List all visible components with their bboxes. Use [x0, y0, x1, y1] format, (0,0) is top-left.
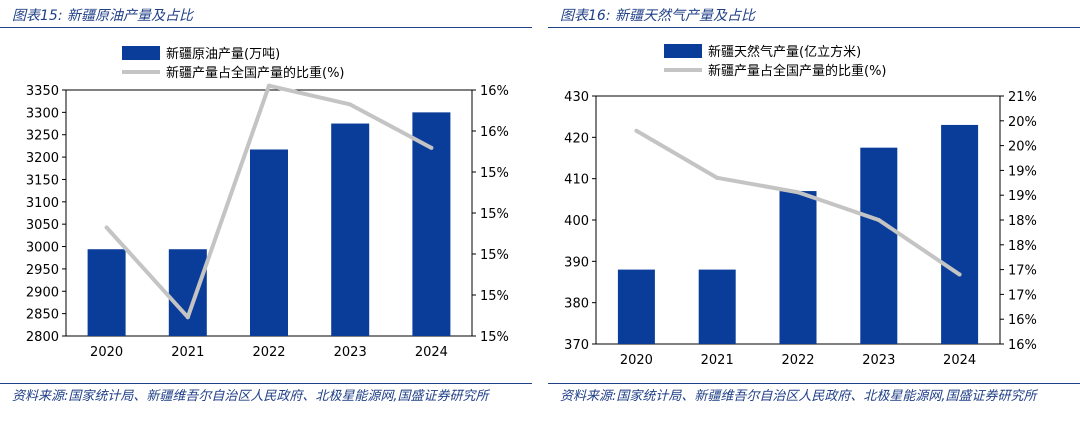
bar-2021 [168, 249, 207, 336]
y-tick-label: 430 [564, 90, 589, 105]
y2-tick-label: 16% [1008, 338, 1037, 353]
y-tick-label: 390 [564, 255, 589, 270]
y-tick-label: 3150 [26, 173, 59, 188]
y-tick-label: 3350 [26, 84, 59, 99]
bar-2023 [860, 147, 898, 344]
y-tick-label: 3000 [26, 241, 59, 256]
bar-2020 [617, 269, 655, 344]
y-tick-label: 410 [564, 173, 589, 188]
y-tick-label: 2800 [26, 330, 59, 345]
source-divider [548, 383, 1080, 384]
legend-label-bar: 新疆天然气产量(亿立方米) [708, 44, 861, 60]
legend-label-line: 新疆产量占全国产量的比重(%) [166, 65, 345, 81]
bar-2022 [779, 191, 817, 344]
y-tick-label: 370 [564, 338, 589, 353]
chart-title: 图表15: 新疆原油产量及占比 [12, 8, 193, 24]
y2-tick-label: 16% [1008, 313, 1037, 328]
y2-tick-label: 21% [1008, 90, 1037, 105]
x-tick-label: 2022 [781, 353, 814, 368]
y-tick-label: 3050 [26, 218, 59, 233]
oil-production-chart: 2800 2850 2900 2950 3000 3050 3100 3150 3200 3250… [26, 46, 509, 360]
y2-tick-label: 18% [1008, 239, 1037, 254]
y-tick-label: 400 [564, 214, 589, 229]
chart-title: 图表16: 新疆天然气产量及占比 [560, 8, 755, 24]
y-tick-label: 2950 [26, 263, 59, 278]
legend-label-bar: 新疆原油产量(万吨) [166, 46, 280, 62]
title-divider [0, 27, 532, 28]
y2-tick-label: 15% [480, 207, 509, 222]
y2-tick-label: 19% [1008, 189, 1037, 204]
legend-label-line: 新疆产量占全国产量的比重(%) [708, 63, 887, 79]
x-tick-label: 2021 [701, 353, 734, 368]
legend-swatch-bar [122, 46, 160, 60]
share-point-2021 [715, 175, 720, 180]
share-point-2020 [104, 225, 109, 230]
bar-2023 [331, 123, 370, 336]
y2-tick-label: 17% [1008, 288, 1037, 303]
x-tick-label: 2022 [252, 345, 285, 360]
share-point-2023 [876, 218, 881, 222]
x-tick-label: 2020 [90, 345, 123, 360]
x-tick-label: 2024 [943, 353, 976, 368]
share-point-2023 [348, 102, 353, 107]
y2-tick-label: 18% [1008, 214, 1037, 229]
x-tick-label: 2021 [171, 345, 204, 360]
source-note: 资料来源:国家统计局、新疆维吾尔自治区人民政府、北极星能源网,国盛证券研究所 [560, 389, 1037, 404]
share-point-2022 [267, 83, 271, 88]
source-note: 资料来源:国家统计局、新疆维吾尔自治区人民政府、北极星能源网,国盛证券研究所 [12, 389, 489, 404]
y2-tick-label: 20% [1008, 115, 1037, 130]
y-tick-label: 3200 [26, 151, 59, 166]
y-tick-label: 3250 [26, 129, 59, 144]
share-point-2022 [796, 190, 800, 195]
y2-tick-label: 20% [1008, 140, 1037, 155]
x-tick-label: 2020 [620, 353, 653, 368]
y-tick-label: 3300 [26, 106, 59, 121]
bar-2021 [698, 269, 736, 344]
x-tick-label: 2023 [862, 353, 895, 368]
y2-tick-label: 16% [480, 84, 509, 99]
legend-swatch-bar [664, 44, 702, 58]
y-tick-label: 420 [564, 131, 589, 146]
share-point-2024 [957, 272, 962, 277]
y2-tick-label: 15% [480, 289, 509, 304]
share-point-2021 [185, 315, 190, 320]
share-point-2024 [429, 145, 434, 150]
y-tick-label: 3100 [26, 196, 59, 211]
y-tick-label: 2900 [26, 285, 59, 300]
y-tick-label: 2850 [26, 308, 59, 323]
bar-2020 [87, 249, 126, 336]
y2-tick-label: 15% [480, 166, 509, 181]
chart-panel-right: 图表16: 新疆天然气产量及占比 370 380 390 400 410 420 430 16… [548, 0, 1080, 427]
y2-tick-label: 17% [1008, 264, 1037, 279]
gas-production-chart: 370 380 390 400 410 420 430 16% 16% 17% 17% 18% 18% 1… [564, 44, 1037, 368]
x-tick-label: 2023 [334, 345, 367, 360]
y2-tick-label: 15% [480, 248, 509, 263]
bar-2024 [941, 124, 979, 344]
chart-panel-left: 图表15: 新疆原油产量及占比 2800 2850 2900 2950 3000 3050… [0, 0, 532, 427]
y2-tick-label: 16% [480, 125, 509, 140]
y2-tick-label: 19% [1008, 164, 1037, 179]
source-divider [0, 383, 532, 384]
share-point-2020 [634, 128, 639, 133]
y2-tick-label: 15% [480, 330, 509, 345]
title-divider [548, 27, 1080, 28]
bar-2022 [250, 149, 288, 336]
y-tick-label: 380 [564, 297, 589, 312]
x-tick-label: 2024 [415, 345, 448, 360]
